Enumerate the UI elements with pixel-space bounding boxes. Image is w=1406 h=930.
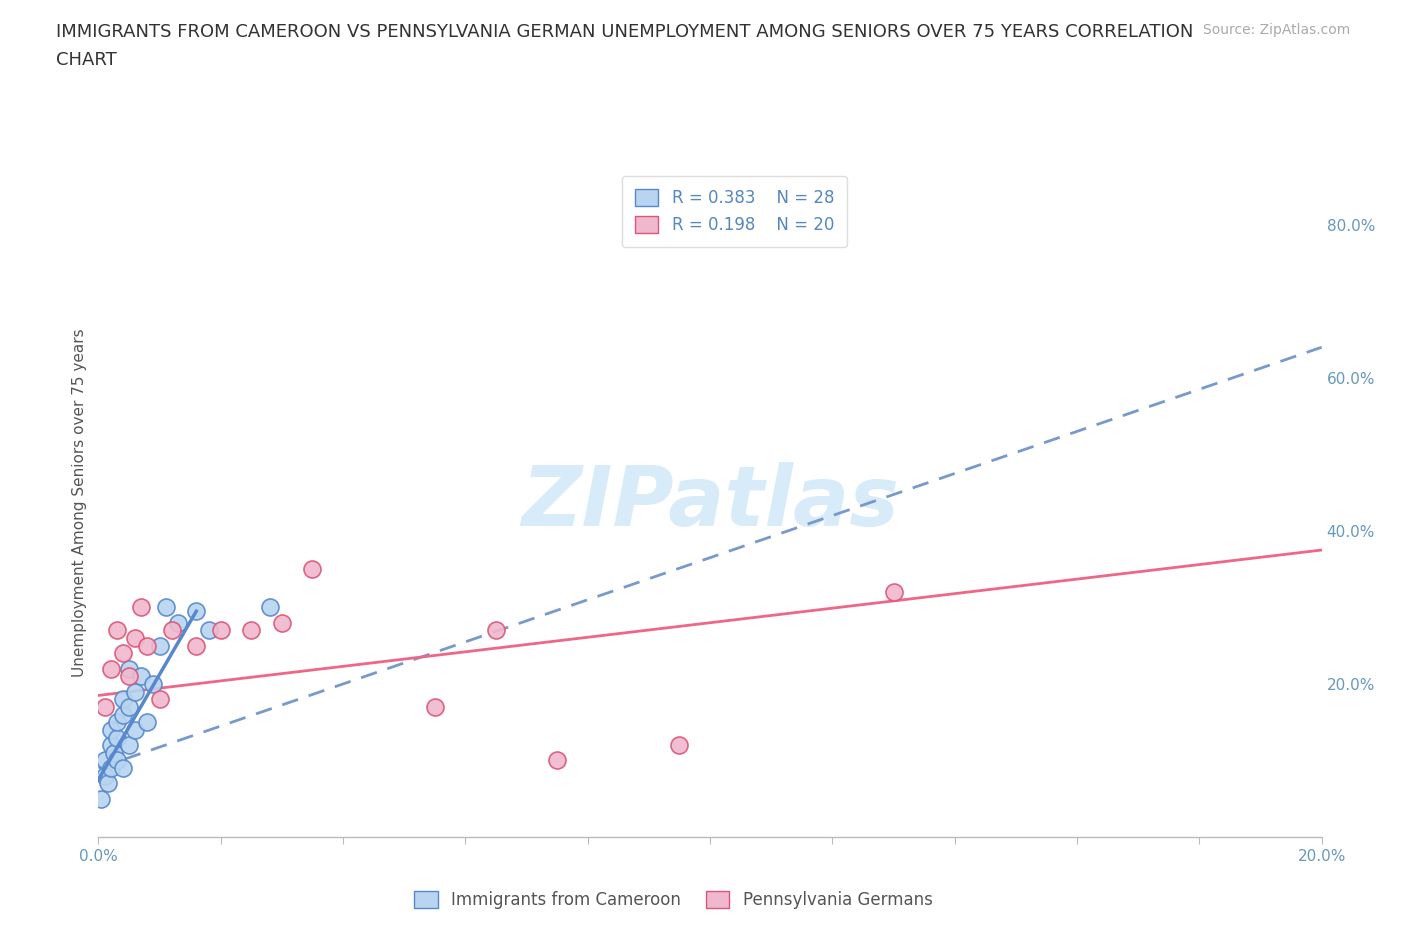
Legend: Immigrants from Cameroon, Pennsylvania Germans: Immigrants from Cameroon, Pennsylvania G… — [408, 884, 939, 916]
Point — [100, 761, 122, 776]
Point — [118, 661, 141, 676]
Point — [103, 745, 125, 760]
Point — [111, 692, 134, 707]
Y-axis label: Unemployment Among Seniors over 75 years: Unemployment Among Seniors over 75 years — [72, 328, 87, 676]
Point — [546, 753, 568, 768]
Text: ZIPatlas: ZIPatlas — [522, 461, 898, 543]
Point — [124, 723, 146, 737]
Point — [270, 616, 292, 631]
Point — [105, 715, 128, 730]
Point — [485, 623, 508, 638]
Point — [90, 791, 112, 806]
Point — [118, 699, 141, 714]
Point — [111, 646, 134, 661]
Point — [111, 761, 134, 776]
Point — [129, 669, 152, 684]
Point — [118, 669, 141, 684]
Point — [155, 600, 177, 615]
Point — [149, 638, 172, 653]
Point — [668, 737, 690, 752]
Point — [259, 600, 281, 615]
Point — [160, 623, 183, 638]
Point — [118, 737, 141, 752]
Point — [167, 616, 190, 631]
Point — [883, 585, 905, 600]
Point — [240, 623, 263, 638]
Point — [197, 623, 219, 638]
Point — [209, 623, 232, 638]
Point — [100, 661, 122, 676]
Text: IMMIGRANTS FROM CAMEROON VS PENNSYLVANIA GERMAN UNEMPLOYMENT AMONG SENIORS OVER : IMMIGRANTS FROM CAMEROON VS PENNSYLVANIA… — [56, 23, 1194, 41]
Point — [105, 730, 128, 745]
Point — [97, 776, 120, 790]
Point — [149, 692, 172, 707]
Point — [105, 623, 128, 638]
Text: Source: ZipAtlas.com: Source: ZipAtlas.com — [1202, 23, 1350, 37]
Text: CHART: CHART — [56, 51, 117, 69]
Point — [186, 604, 208, 618]
Point — [129, 600, 152, 615]
Point — [100, 737, 122, 752]
Point — [186, 638, 208, 653]
Point — [124, 631, 146, 645]
Point — [124, 684, 146, 699]
Point — [111, 707, 134, 722]
Point — [423, 699, 446, 714]
Point — [136, 638, 159, 653]
Point — [301, 562, 323, 577]
Point — [105, 753, 128, 768]
Point — [100, 723, 122, 737]
Point — [136, 715, 159, 730]
Point — [142, 676, 165, 691]
Point — [93, 753, 115, 768]
Point — [93, 768, 115, 783]
Point — [93, 699, 115, 714]
